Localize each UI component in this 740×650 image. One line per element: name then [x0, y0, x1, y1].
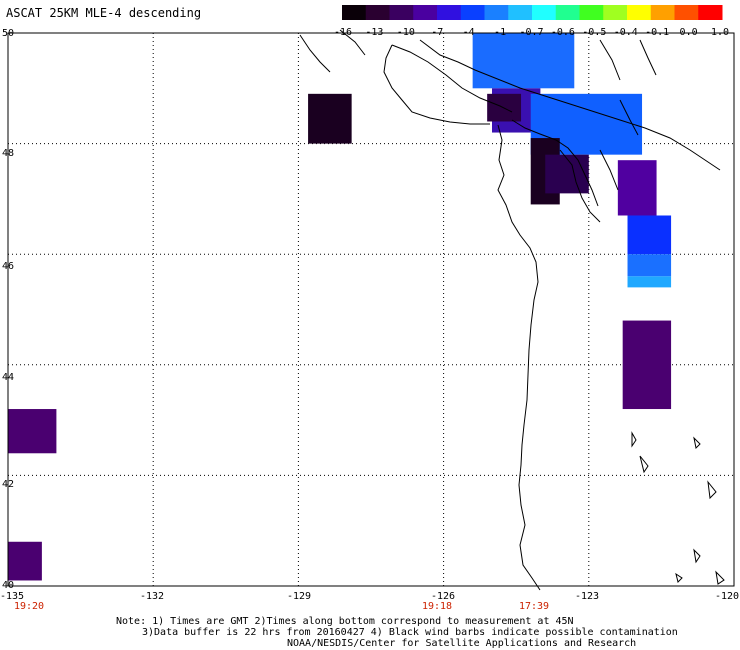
wind-data-cell — [617, 160, 657, 216]
color-swatch — [555, 5, 580, 20]
lon-label-126: -126 — [430, 591, 456, 602]
color-scale-label: -0.4 — [614, 27, 638, 38]
lake-shapes — [631, 431, 725, 585]
wind-data-cells — [8, 33, 672, 581]
color-scale-swatches — [342, 5, 723, 20]
color-swatch — [532, 5, 557, 20]
color-scale-label: -16 — [334, 27, 352, 38]
color-scale-label: -0.1 — [645, 27, 669, 38]
color-scale-label: -7 — [431, 27, 443, 38]
map-frame — [7, 32, 735, 587]
color-scale-label: 0.0 — [680, 27, 698, 38]
wind-data-cell — [627, 254, 672, 277]
color-scale-labels: -16 -13 -10 -7 -4 -1 -0.7 -0.6 -0.5 -0.4 -0.1 0.0 1.… — [334, 27, 729, 38]
lon-label-129: -129 — [286, 591, 312, 602]
color-swatch — [437, 5, 462, 20]
wind-data-cell — [622, 320, 672, 410]
footnote-line-2: 3)Data buffer is 22 hrs from 20160427 4)… — [142, 627, 678, 638]
color-scale-label: -1 — [494, 27, 506, 38]
chart-title: ASCAT 25KM MLE-4 descending — [6, 6, 202, 20]
wind-data-cell — [545, 154, 589, 194]
color-swatch — [508, 5, 533, 20]
footnote-line-1: Note: 1) Times are GMT 2)Times along bot… — [116, 616, 574, 627]
time-label-west: 19:20 — [13, 601, 45, 612]
lat-label-46: 46 — [2, 261, 15, 272]
coastline-vancouver-island — [383, 44, 513, 125]
color-swatch — [484, 5, 509, 20]
color-scale-label: 1.0 — [711, 27, 729, 38]
lat-label-50: 50 — [2, 28, 15, 39]
color-scale-label: -0.5 — [582, 27, 606, 38]
color-scale-bar: -16 -13 -10 -7 -4 -1 -0.7 -0.6 -0.5 -0.4 -0.1 0.0 1.… — [334, 5, 729, 38]
color-scale-label: -13 — [365, 27, 383, 38]
lon-label-120: -120 — [714, 591, 740, 602]
color-scale-label: -0.7 — [519, 27, 543, 38]
lat-label-40: 40 — [2, 580, 15, 591]
wind-data-cell — [627, 276, 672, 288]
color-swatch — [698, 5, 723, 20]
color-swatch — [342, 5, 367, 20]
color-swatch — [365, 5, 390, 20]
coastline-bc-islands — [599, 39, 657, 191]
color-swatch — [603, 5, 628, 20]
color-swatch — [674, 5, 699, 20]
color-scale-label: -0.6 — [551, 27, 575, 38]
color-swatch — [389, 5, 414, 20]
coastline-mainland — [497, 124, 541, 591]
color-swatch — [627, 5, 652, 20]
lon-label-123: -123 — [574, 591, 600, 602]
color-swatch — [460, 5, 485, 20]
wind-data-cell — [8, 409, 57, 454]
coastline — [299, 29, 725, 591]
wind-data-cell — [627, 215, 672, 255]
lon-label-132: -132 — [139, 591, 165, 602]
coastline-puget-sound — [511, 119, 601, 223]
wind-data-cell — [308, 93, 352, 144]
color-scale-label: -10 — [397, 27, 415, 38]
color-scale-label: -4 — [463, 27, 475, 38]
lon-label-135: -135 — [0, 591, 25, 602]
lat-label-42: 42 — [2, 479, 15, 490]
wind-data-cell — [472, 33, 575, 89]
footnote-line-3: NOAA/NESDIS/Center for Satellite Applica… — [287, 638, 637, 649]
color-swatch — [579, 5, 604, 20]
wind-data-cell — [8, 541, 42, 581]
coastline-bc-inlets — [299, 29, 721, 171]
time-label-center: 19:18 — [421, 601, 453, 612]
lat-label-48: 48 — [2, 148, 15, 159]
lat-label-44: 44 — [2, 372, 15, 383]
color-swatch — [413, 5, 438, 20]
color-swatch — [650, 5, 675, 20]
time-label-east: 17:39 — [518, 601, 550, 612]
